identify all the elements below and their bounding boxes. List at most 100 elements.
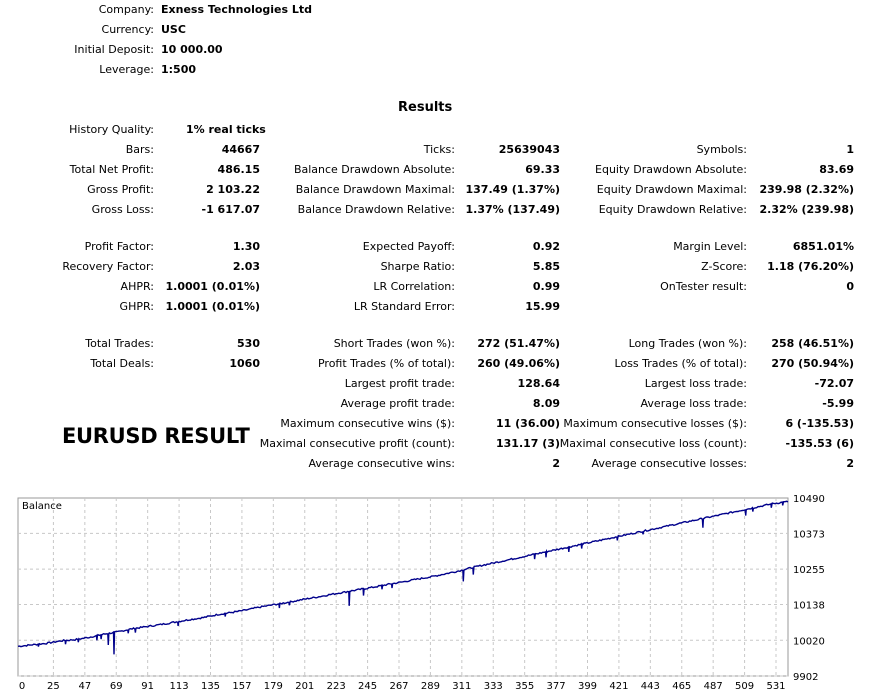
- x-tick-label: 113: [170, 681, 189, 692]
- x-tick-label: 267: [389, 681, 408, 692]
- x-tick-label: 377: [547, 681, 566, 692]
- largest-loss-trade-value: -72.07: [814, 377, 854, 390]
- currency-value: USC: [161, 23, 186, 36]
- short-trades-label: Short Trades (won %):: [333, 337, 455, 350]
- average-consecutive-losses-value: 2: [846, 457, 854, 470]
- sharpe-ratio-value: 5.85: [532, 260, 560, 273]
- max-consecutive-wins-value: 11 (36.00): [496, 417, 560, 430]
- average-profit-trade-label: Average profit trade:: [340, 397, 455, 410]
- margin-level-label: Margin Level:: [673, 240, 747, 253]
- maximal-consecutive-profit-value: 131.17 (3): [496, 437, 560, 450]
- y-axis-ticks: 10490 10373 10255 10138 10020 9902: [793, 494, 825, 683]
- recovery-factor-value: 2.03: [232, 260, 260, 273]
- equity-dd-max-value: 239.98 (2.32%): [759, 183, 855, 196]
- x-tick-label: 47: [78, 681, 91, 692]
- equity-dd-abs-label: Equity Drawdown Absolute:: [595, 163, 747, 176]
- average-loss-trade-label: Average loss trade:: [640, 397, 747, 410]
- total-trades-label: Total Trades:: [85, 337, 154, 350]
- results-title: Results: [398, 100, 453, 115]
- ontester-result-value: 0: [846, 280, 854, 293]
- profit-factor-label: Profit Factor:: [84, 240, 154, 253]
- x-tick-label: 465: [672, 681, 691, 692]
- z-score-value: 1.18 (76.20%): [767, 260, 854, 273]
- lr-standard-error-label: LR Standard Error:: [353, 300, 455, 313]
- bars-value: 44667: [221, 143, 260, 156]
- x-tick-label: 135: [201, 681, 220, 692]
- total-trades-value: 530: [237, 337, 260, 350]
- total-net-profit-value: 486.15: [217, 163, 260, 176]
- x-tick-label: 223: [327, 681, 346, 692]
- expected-payoff-value: 0.92: [532, 240, 560, 253]
- x-tick-label: 355: [515, 681, 534, 692]
- ahpr-value: 1.0001 (0.01%): [165, 280, 261, 293]
- balance-dd-max-label: Balance Drawdown Maximal:: [295, 183, 455, 196]
- gross-profit-value: 2 103.22: [206, 183, 260, 196]
- y-tick-label: 10373: [793, 529, 825, 540]
- z-score-label: Z-Score:: [701, 260, 747, 273]
- gross-loss-value: -1 617.07: [201, 203, 261, 216]
- average-consecutive-wins-label: Average consecutive wins:: [308, 457, 455, 470]
- x-tick-label: 245: [358, 681, 377, 692]
- average-consecutive-wins-value: 2: [552, 457, 560, 470]
- balance-dd-max-value: 137.49 (1.37%): [465, 183, 561, 196]
- initial-deposit-value: 10 000.00: [161, 43, 223, 56]
- equity-dd-rel-label: Equity Drawdown Relative:: [598, 203, 747, 216]
- y-tick-label: 10255: [793, 565, 825, 576]
- max-consecutive-losses-value: 6 (-135.53): [785, 417, 854, 430]
- balance-dd-abs-value: 69.33: [525, 163, 560, 176]
- max-consecutive-losses-label: Maximum consecutive losses ($):: [563, 417, 747, 430]
- gross-loss-label: Gross Loss:: [91, 203, 154, 216]
- y-tick-label: 10490: [793, 494, 825, 505]
- initial-deposit-label: Initial Deposit:: [74, 43, 154, 56]
- x-tick-label: 443: [641, 681, 660, 692]
- x-tick-label: 289: [421, 681, 440, 692]
- symbols-label: Symbols:: [696, 143, 747, 156]
- equity-dd-max-label: Equity Drawdown Maximal:: [596, 183, 747, 196]
- balance-chart: 10490 10373 10255 10138 10020 9902 0 25 47 69 91 1…: [17, 494, 825, 692]
- long-trades-label: Long Trades (won %):: [628, 337, 747, 350]
- largest-loss-trade-label: Largest loss trade:: [644, 377, 747, 390]
- y-tick-label: 10138: [793, 601, 825, 612]
- symbols-value: 1: [846, 143, 854, 156]
- ghpr-label: GHPR:: [119, 300, 154, 313]
- x-tick-label: 333: [484, 681, 503, 692]
- x-tick-label: 157: [232, 681, 251, 692]
- ghpr-value: 1.0001 (0.01%): [165, 300, 261, 313]
- balance-dd-rel-label: Balance Drawdown Relative:: [297, 203, 455, 216]
- balance-line: [17, 500, 789, 655]
- equity-dd-abs-value: 83.69: [819, 163, 854, 176]
- lr-standard-error-value: 15.99: [525, 300, 560, 313]
- x-tick-label: 179: [264, 681, 283, 692]
- y-tick-label: 9902: [793, 672, 818, 683]
- x-tick-label: 487: [704, 681, 723, 692]
- total-net-profit-label: Total Net Profit:: [69, 163, 154, 176]
- long-trades-value: 258 (46.51%): [771, 337, 854, 350]
- total-deals-label: Total Deals:: [90, 357, 154, 370]
- x-tick-label: 201: [295, 681, 314, 692]
- history-quality-value: 1% real ticks: [186, 123, 266, 136]
- x-tick-label: 25: [47, 681, 60, 692]
- maximal-consecutive-profit-label: Maximal consecutive profit (count):: [259, 437, 455, 450]
- equity-dd-rel-value: 2.32% (239.98): [759, 203, 855, 216]
- x-axis-ticks: 0 25 47 69 91 113 135 157 179 201 223 245 267 289 311 3…: [19, 681, 786, 692]
- lr-correlation-value: 0.99: [532, 280, 560, 293]
- average-consecutive-losses-label: Average consecutive losses:: [591, 457, 747, 470]
- x-tick-label: 509: [735, 681, 754, 692]
- profit-factor-value: 1.30: [232, 240, 260, 253]
- total-deals-value: 1060: [229, 357, 260, 370]
- margin-level-value: 6851.01%: [792, 240, 854, 253]
- x-tick-label: 311: [452, 681, 471, 692]
- profit-trades-label: Profit Trades (% of total):: [317, 357, 455, 370]
- largest-profit-trade-label: Largest profit trade:: [344, 377, 455, 390]
- x-tick-label: 0: [19, 681, 25, 692]
- x-tick-label: 69: [110, 681, 123, 692]
- ticks-value: 25639043: [498, 143, 560, 156]
- x-tick-label: 399: [578, 681, 597, 692]
- x-tick-label: 91: [141, 681, 154, 692]
- chart-title: Balance: [22, 501, 62, 512]
- eurusd-result-heading: EURUSD RESULT: [62, 424, 250, 448]
- expected-payoff-label: Expected Payoff:: [362, 240, 455, 253]
- leverage-value: 1:500: [161, 63, 197, 76]
- maximal-consecutive-loss-value: -135.53 (6): [785, 437, 854, 450]
- history-quality-label: History Quality:: [69, 123, 154, 136]
